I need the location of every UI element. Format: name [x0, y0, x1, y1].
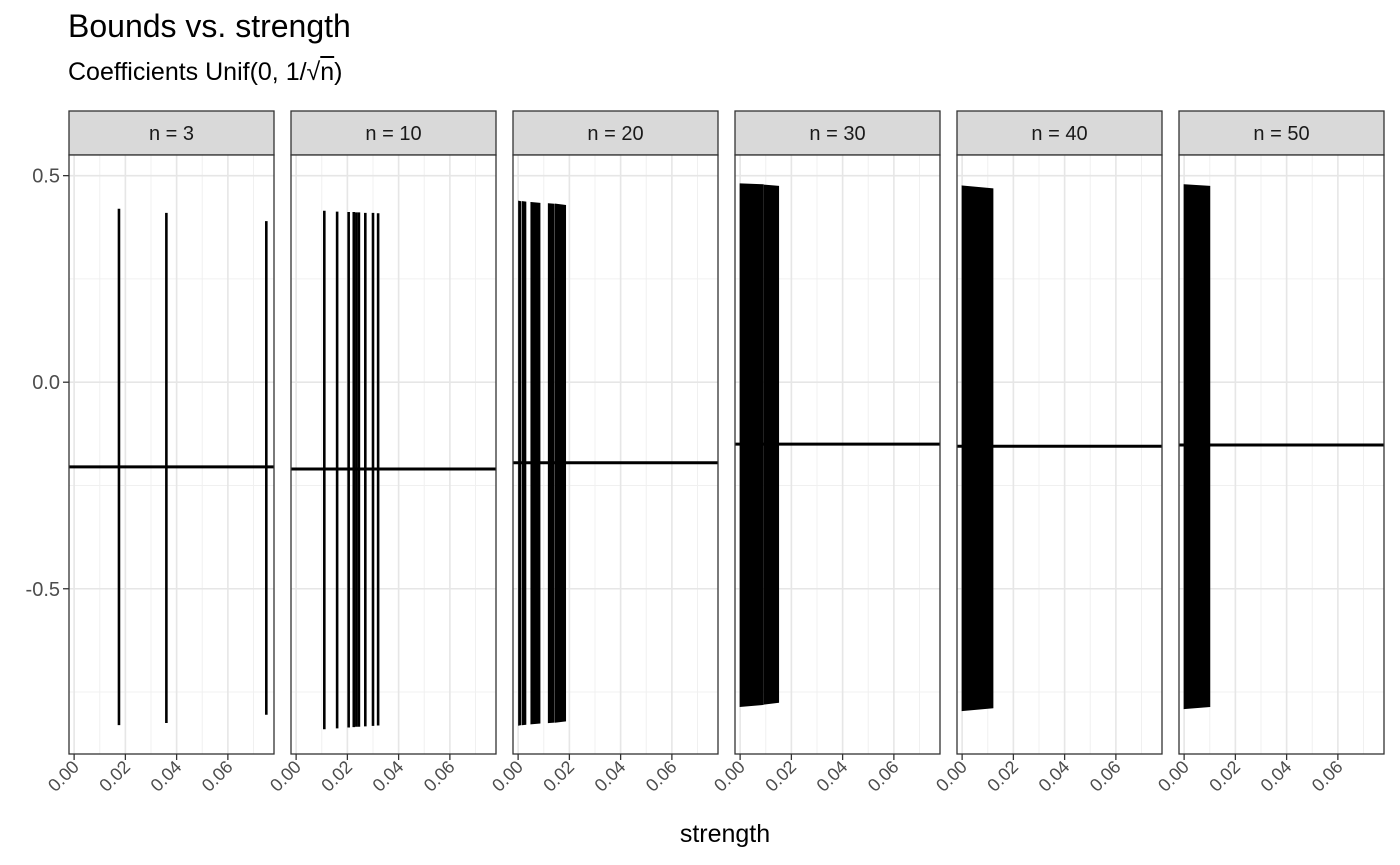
x-tick-label: 0.06 — [1086, 757, 1125, 796]
y-tick-label: -0.5 — [26, 579, 60, 601]
x-tick-label: 0.04 — [591, 757, 630, 796]
facet-panel-border — [512, 154, 719, 755]
facet-panel — [1179, 155, 1384, 754]
x-tick-label: 0.04 — [369, 757, 408, 796]
x-axis-label: strength — [679, 820, 771, 848]
chart-title: Bounds vs. strength — [68, 8, 351, 44]
facet-strip-label: n = 50 — [1253, 123, 1309, 145]
x-tick-label: 0.02 — [539, 757, 578, 796]
x-tick-label: 0.02 — [95, 757, 134, 796]
subtitle-prefix: Coefficients Unif(0, 1/√ — [68, 58, 321, 86]
x-tick-label: 0.04 — [813, 757, 852, 796]
facet-strip-label: n = 3 — [149, 123, 194, 145]
x-tick-label: 0.02 — [1205, 757, 1244, 796]
x-tick-label: 0.02 — [761, 757, 800, 796]
x-tick-label: 0.06 — [642, 757, 681, 796]
x-tick-label: 0.00 — [44, 757, 83, 796]
facet-strip — [290, 110, 497, 156]
x-tick-label: 0.00 — [1154, 757, 1193, 796]
x-tick-label: 0.06 — [1308, 757, 1347, 796]
facet-strip — [1178, 110, 1385, 156]
facet-strip-label: n = 40 — [1031, 123, 1087, 145]
interval-band — [1183, 184, 1211, 710]
subtitle-radicand: n — [320, 58, 335, 86]
x-tick-label: 0.04 — [147, 757, 186, 796]
x-tick-label: 0.06 — [420, 757, 459, 796]
x-tick-label: 0.04 — [1257, 757, 1296, 796]
facet-strip — [734, 110, 941, 156]
subtitle-suffix: ) — [334, 58, 343, 86]
x-tick-label: 0.00 — [932, 757, 971, 796]
x-tick-label: 0.02 — [317, 757, 356, 796]
facet-panel-border — [1178, 154, 1385, 755]
y-tick-label: 0.0 — [32, 372, 60, 394]
facet-strip-label: n = 30 — [809, 123, 865, 145]
x-tick-label: 0.06 — [198, 757, 237, 796]
facet-panel-border — [956, 154, 1163, 755]
facet-panel-border — [734, 154, 941, 755]
facet-panel — [69, 155, 274, 754]
interval-band — [961, 185, 994, 712]
x-tick-label: 0.00 — [488, 757, 527, 796]
facet-strip — [68, 110, 275, 156]
facet-strip — [956, 110, 1163, 156]
x-tick-label: 0.02 — [983, 757, 1022, 796]
x-tick-label: 0.06 — [864, 757, 903, 796]
x-tick-label: 0.00 — [710, 757, 749, 796]
facet-strip-label: n = 10 — [365, 123, 421, 145]
facet-panel-border — [290, 154, 497, 755]
facet-panel — [513, 155, 718, 754]
facet-panel-border — [68, 154, 275, 755]
x-tick-label: 0.04 — [1035, 757, 1074, 796]
y-tick-label: 0.5 — [32, 166, 60, 188]
x-tick-label: 0.00 — [266, 757, 305, 796]
facet-strip — [512, 110, 719, 156]
chart-subtitle: Coefficients Unif(0, 1/√n) — [68, 58, 343, 87]
facet-strip-label: n = 20 — [587, 123, 643, 145]
